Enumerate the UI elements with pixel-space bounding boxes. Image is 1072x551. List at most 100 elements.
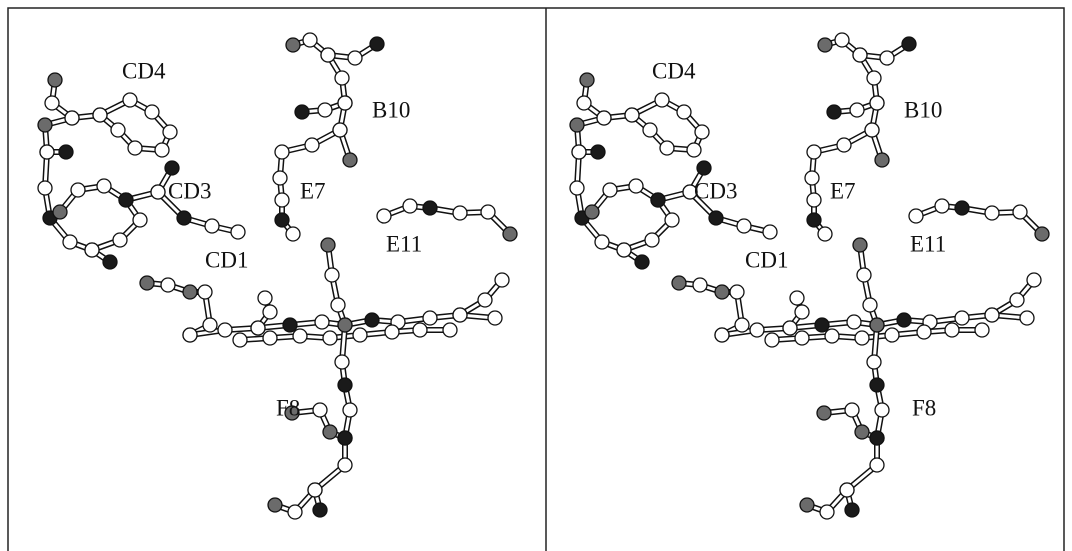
atom [335,71,349,85]
atom [338,378,352,392]
atom [617,243,631,257]
residue-label: B10 [372,97,410,122]
atom [313,403,327,417]
atom [348,51,362,65]
residue-label: F8 [276,395,300,420]
atom [595,235,609,249]
atom [478,293,492,307]
atom [40,145,54,159]
atom [750,323,764,337]
atom [218,323,232,337]
atom [275,145,289,159]
atom [365,313,379,327]
atom [845,403,859,417]
atom [63,235,77,249]
atom [897,313,911,327]
atom [338,431,352,445]
atom [870,96,884,110]
atom [603,183,617,197]
atom [155,143,169,157]
atom [335,355,349,369]
atom [985,308,999,322]
atom [677,105,691,119]
atom [1020,311,1034,325]
atom [917,325,931,339]
atom [835,33,849,47]
atom [863,298,877,312]
residue-label: B10 [904,97,942,122]
atom [177,211,191,225]
atom [827,105,841,119]
atom [580,73,594,87]
atom [38,118,52,132]
atom [870,318,884,332]
atom [343,153,357,167]
atom [165,161,179,175]
atom [1035,227,1049,241]
atom [840,483,854,497]
residue-label: CD1 [205,247,248,272]
atom [765,333,779,347]
residue-label: CD4 [652,58,696,83]
atom [38,181,52,195]
atom [331,298,345,312]
atom [715,285,729,299]
atom [323,331,337,345]
atom [268,498,282,512]
atom [850,103,864,117]
atom [119,193,133,207]
atom [735,318,749,332]
atom [286,38,300,52]
atom [453,206,467,220]
atom [870,458,884,472]
atom [845,503,859,517]
atom [870,378,884,392]
atom [338,318,352,332]
atom [847,315,861,329]
atom [807,213,821,227]
atom [955,311,969,325]
atom [251,321,265,335]
atom [323,425,337,439]
atom [825,329,839,343]
atom [423,311,437,325]
atom [1027,273,1041,287]
atom [111,123,125,137]
atom [286,227,300,241]
atom [815,318,829,332]
atom [570,118,584,132]
atom [273,171,287,185]
atom [853,238,867,252]
atom [151,185,165,199]
atom [715,328,729,342]
atom [233,333,247,347]
atom [85,243,99,257]
atom [629,179,643,193]
atom [665,213,679,227]
atom [495,273,509,287]
atom [403,199,417,213]
atom [163,125,177,139]
atom [837,138,851,152]
atom [865,123,879,137]
atom [231,225,245,239]
atom [303,33,317,47]
atom [880,51,894,65]
residue-label: E7 [830,178,856,203]
atom [870,431,884,445]
atom [133,213,147,227]
atom [123,93,137,107]
atom [853,48,867,62]
atom [818,38,832,52]
atom [53,205,67,219]
atom [790,291,804,305]
residue-label: CD4 [122,58,166,83]
atom [885,328,899,342]
residue-label: CD1 [745,247,788,272]
atom [807,145,821,159]
atom [205,219,219,233]
atom [955,201,969,215]
atom [343,403,357,417]
atom [577,96,591,110]
atom [313,503,327,517]
